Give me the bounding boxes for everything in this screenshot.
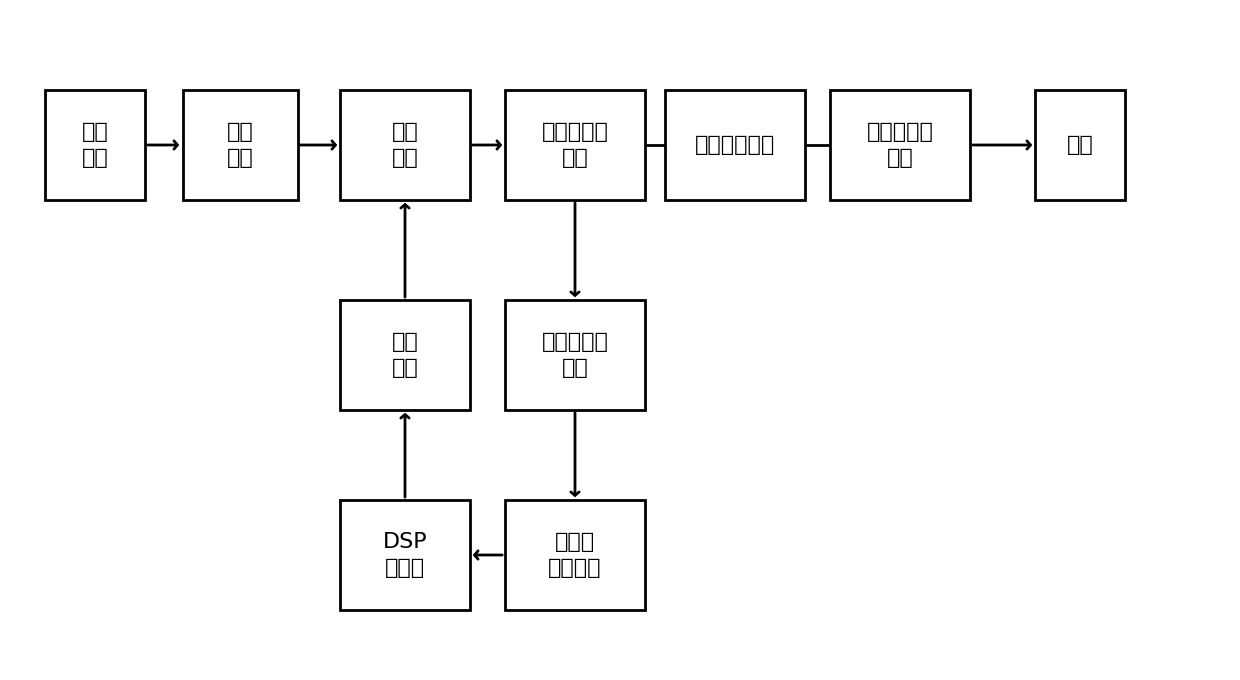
Bar [1035, 90, 1125, 200]
Bar [340, 90, 470, 200]
Bar [45, 90, 145, 200]
Text: 负载: 负载 [1066, 135, 1094, 155]
Bar [340, 500, 470, 610]
Bar [505, 500, 645, 610]
Text: 发射特斯拉
线圈: 发射特斯拉 线圈 [542, 122, 609, 168]
Bar [505, 300, 645, 410]
Text: 有效值
转换电路: 有效值 转换电路 [548, 532, 601, 578]
Text: 驱动
电路: 驱动 电路 [392, 332, 418, 378]
Text: 整流
电路: 整流 电路 [227, 122, 253, 168]
Text: 单根导线连接: 单根导线连接 [694, 135, 775, 155]
Bar [340, 300, 470, 410]
Bar [830, 90, 970, 200]
Text: 电压电流传
感器: 电压电流传 感器 [542, 332, 609, 378]
Text: 工频
电源: 工频 电源 [82, 122, 108, 168]
Text: DSP
控制器: DSP 控制器 [383, 532, 428, 578]
Bar [665, 90, 805, 200]
Text: 逆变
电路: 逆变 电路 [392, 122, 418, 168]
Bar [505, 90, 645, 200]
Bar [182, 90, 298, 200]
Text: 接收特斯拉
线圈: 接收特斯拉 线圈 [867, 122, 934, 168]
